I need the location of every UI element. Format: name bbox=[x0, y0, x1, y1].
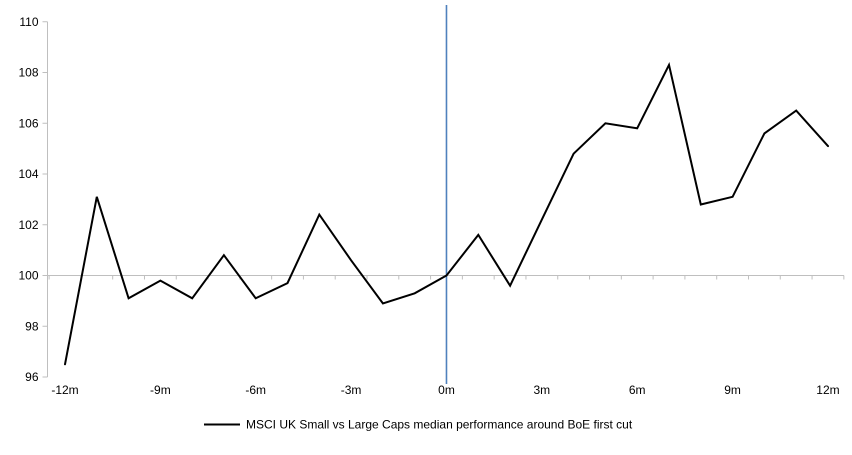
x-tick-label: 0m bbox=[438, 383, 455, 397]
x-tick-label: -3m bbox=[341, 383, 362, 397]
y-axis: 96 98 100 102 104 106 108 110 bbox=[18, 15, 48, 384]
y-tick-label: 104 bbox=[18, 167, 38, 181]
y-tick-label: 108 bbox=[18, 66, 38, 80]
y-tick-label: 102 bbox=[18, 218, 38, 232]
x-tick-label: -12m bbox=[51, 383, 78, 397]
series-group bbox=[64, 61, 829, 366]
y-tick-label: 96 bbox=[25, 370, 39, 384]
series-line bbox=[64, 61, 829, 366]
y-tick-label: 106 bbox=[18, 116, 38, 130]
y-tick-label: 100 bbox=[18, 269, 38, 283]
x-tick-label: 6m bbox=[629, 383, 646, 397]
y-tick-label: 110 bbox=[19, 15, 38, 29]
x-tick-label: 12m bbox=[816, 383, 839, 397]
legend: MSCI UK Small vs Large Caps median perfo… bbox=[204, 418, 633, 432]
legend-label: MSCI UK Small vs Large Caps median perfo… bbox=[246, 418, 633, 432]
y-tick-label: 98 bbox=[25, 319, 39, 333]
x-tick-label: -6m bbox=[245, 383, 266, 397]
x-axis-labels: -12m -9m -6m -3m 0m 3m 6m 9m 12m bbox=[51, 383, 839, 397]
x-tick-label: -9m bbox=[150, 383, 171, 397]
x-tick-label: 9m bbox=[724, 383, 741, 397]
x-tick-label: 3m bbox=[534, 383, 551, 397]
